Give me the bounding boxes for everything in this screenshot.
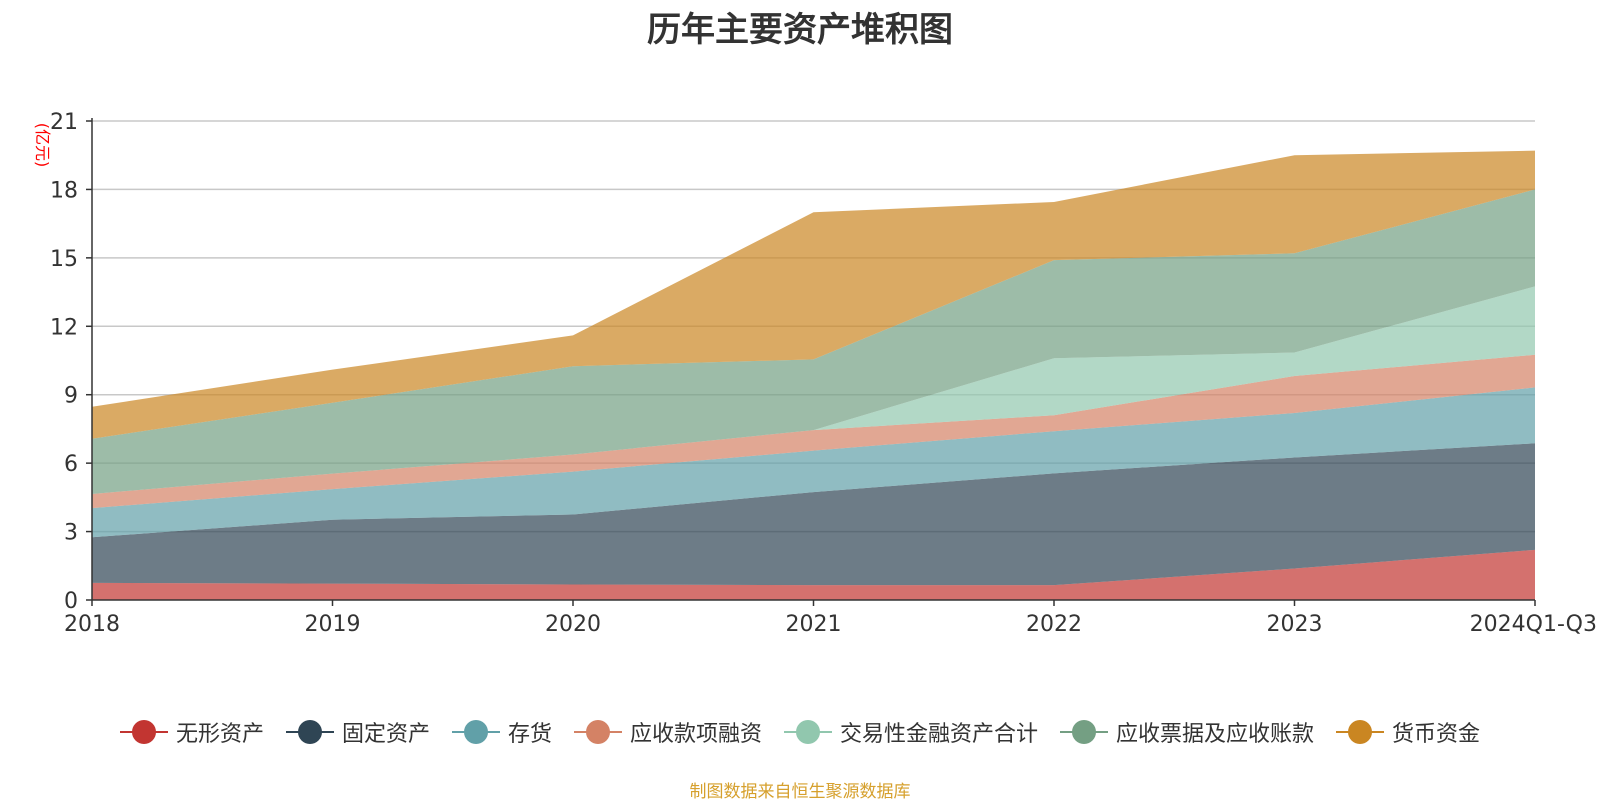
x-tick-label: 2022 (1026, 612, 1082, 637)
area-series-3[interactable] (92, 354, 1535, 509)
legend-item[interactable]: 无形资产 (119, 716, 264, 748)
legend-item[interactable]: 货币资金 (1336, 716, 1480, 748)
y-tick-label: 18 (50, 178, 78, 203)
legend-item[interactable]: 交易性金融资产合计 (784, 716, 1038, 748)
area-series-0[interactable] (92, 549, 1535, 600)
area-series-2[interactable] (92, 387, 1535, 538)
legend-item[interactable]: 应收款项融资 (573, 716, 762, 748)
axis-layer: 0 3 6 9 12 15 18 21 2018 2019 2020 2021 2022 2023 2024… (50, 110, 1597, 637)
y-tick-label: 12 (50, 315, 78, 340)
legend-marker-icon (451, 720, 500, 744)
chart-title: 历年主要资产堆积图 (647, 10, 953, 50)
legend-label: 无形资产 (175, 722, 264, 747)
legend-item[interactable]: 固定资产 (285, 716, 430, 748)
legend-marker-icon (1060, 720, 1109, 744)
x-tick-label: 2018 (64, 612, 120, 637)
y-tick-label: 9 (64, 384, 78, 409)
x-tick-label: 2020 (545, 612, 601, 637)
y-tick-label: 21 (50, 110, 78, 135)
x-tick-label: 2023 (1267, 612, 1323, 637)
source-note: 制图数据来自恒生聚源数据库 (689, 782, 911, 802)
legend-marker-icon (784, 720, 832, 744)
area-series-1[interactable] (92, 443, 1535, 586)
x-tick-label: 2024Q1-Q3 (1470, 612, 1597, 637)
y-tick-label: 6 (64, 452, 78, 477)
legend-marker-icon (285, 720, 334, 744)
legend-marker-icon (1336, 720, 1385, 744)
area-series-5[interactable] (92, 189, 1535, 494)
y-axis-label: (亿元) (33, 123, 52, 168)
legend-marker-icon (573, 720, 622, 744)
legend-label: 交易性金融资产合计 (840, 722, 1039, 747)
legend-marker-icon (119, 720, 168, 744)
legend-label: 应收款项融资 (629, 722, 762, 747)
y-tick-label: 3 (64, 521, 78, 546)
legend-label: 固定资产 (341, 722, 430, 747)
legend-item[interactable]: 存货 (451, 716, 552, 748)
legend-label: 存货 (507, 722, 552, 747)
legend-label: 应收票据及应收账款 (1116, 722, 1315, 747)
y-tick-label: 15 (50, 247, 78, 272)
legend-label: 货币资金 (1392, 722, 1481, 747)
y-tick-label: 0 (64, 589, 78, 614)
x-tick-label: 2021 (786, 612, 842, 637)
legend: 无形资产 固定资产 存货 应收款项融资 交易性金融资产合计 应收票据及应收账款 货币资金 (0, 716, 1600, 748)
area-layer (92, 150, 1535, 600)
x-tick-label: 2019 (305, 612, 361, 637)
legend-item[interactable]: 应收票据及应收账款 (1060, 716, 1314, 748)
area-series-6[interactable] (92, 150, 1535, 439)
